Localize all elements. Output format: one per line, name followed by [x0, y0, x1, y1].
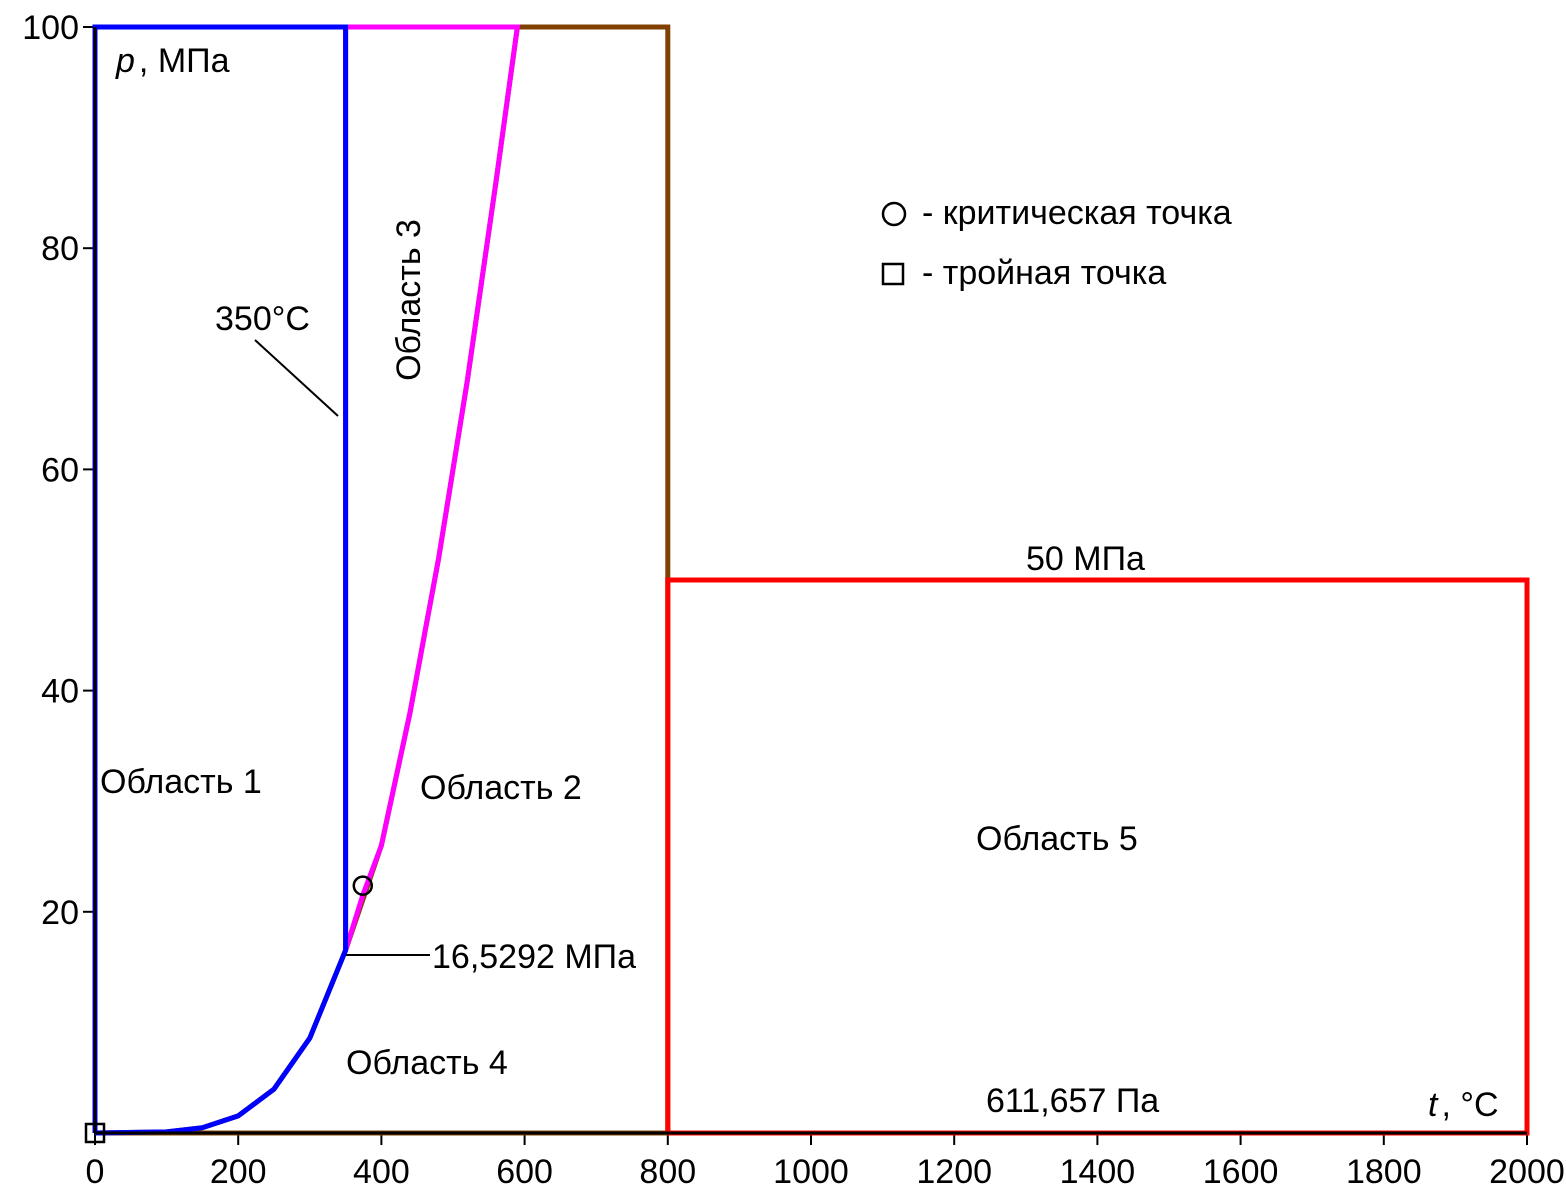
triple-pressure-label: 611,657 Па: [986, 1082, 1159, 1120]
region-boundary-line: [92, 24, 349, 1136]
legend-critical-marker: [881, 201, 907, 227]
y-tick-label: 80: [41, 230, 79, 268]
x-tick-label: 400: [353, 1153, 410, 1189]
region-4-label: Область 4: [346, 1044, 508, 1082]
y-tick-label: 20: [41, 894, 79, 932]
isotherm-350-label: 350°C: [215, 300, 310, 338]
region-5-label: Область 5: [976, 820, 1138, 858]
axes: [93, 27, 1527, 1135]
axis-ticks: 0 200 400 600 800 1000 1200 1400 1600 1800 2000 100…: [22, 9, 1565, 1189]
legend: - критическая точка - тройная точка: [881, 194, 1232, 292]
boundary-pressure-label: 16,5292 МПа: [432, 938, 636, 976]
region-boundary-line: [343, 24, 521, 951]
x-tick-label: 1200: [916, 1153, 992, 1189]
legend-triple-text: - тройная точка: [922, 254, 1166, 292]
y-axis-label: p, МПа: [115, 42, 230, 80]
x-axis-label: t, °C: [1428, 1086, 1499, 1124]
isotherm-350-leader: [254, 339, 339, 417]
x-tick-label: 600: [496, 1153, 553, 1189]
region-2-label: Область 2: [420, 769, 582, 807]
legend-triple-marker: [881, 262, 905, 286]
triple-point-marker: [84, 1122, 106, 1144]
x-tick-label: 0: [86, 1153, 105, 1189]
y-tick-label: 100: [22, 9, 79, 47]
x-tick-label: 1400: [1060, 1153, 1136, 1189]
region-1-label: Область 1: [100, 763, 262, 801]
y-tick-label: 40: [41, 673, 79, 711]
x-tick-label: 2000: [1489, 1153, 1565, 1189]
x-tick-label: 1600: [1203, 1153, 1279, 1189]
x-tick-label: 800: [639, 1153, 696, 1189]
x-tick-label: 1800: [1346, 1153, 1422, 1189]
series-group: [92, 24, 1530, 1136]
critical-point-marker: [352, 875, 374, 896]
y-tick-label: 60: [41, 451, 79, 489]
region-3-label: Область 3: [390, 219, 428, 381]
special-points: [84, 875, 374, 1144]
legend-critical-text: - критическая точка: [922, 194, 1232, 232]
pressure-50-label: 50 МПа: [1026, 540, 1145, 578]
x-tick-label: 1000: [773, 1153, 849, 1189]
x-tick-label: 200: [210, 1153, 267, 1189]
